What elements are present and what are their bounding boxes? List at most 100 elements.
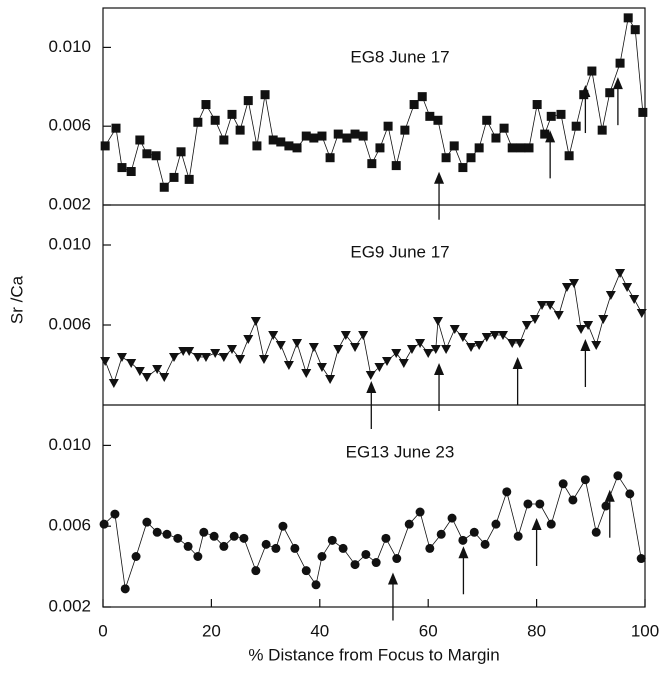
- y-tick-label: 0.006: [48, 116, 91, 135]
- marker: [176, 147, 186, 157]
- marker: [361, 549, 371, 559]
- marker: [497, 331, 508, 340]
- marker: [290, 543, 300, 553]
- marker: [371, 558, 381, 568]
- marker: [507, 143, 517, 153]
- marker: [597, 125, 607, 135]
- y-tick-label: 0.010: [48, 37, 91, 56]
- marker: [227, 109, 237, 119]
- marker: [545, 301, 556, 310]
- marker: [325, 375, 336, 384]
- marker: [271, 543, 281, 553]
- marker: [436, 529, 446, 539]
- marker: [350, 560, 360, 570]
- arrow-head: [387, 572, 398, 585]
- marker: [100, 141, 110, 151]
- marker: [406, 345, 417, 354]
- marker: [583, 321, 594, 330]
- marker: [571, 121, 581, 131]
- marker: [392, 554, 402, 564]
- marker: [184, 347, 195, 356]
- marker: [580, 475, 590, 485]
- marker: [283, 361, 294, 370]
- x-tick-label: 40: [310, 621, 329, 640]
- marker: [615, 58, 625, 68]
- arrow-head: [458, 546, 469, 559]
- marker: [469, 527, 479, 537]
- marker: [358, 331, 369, 340]
- marker: [466, 153, 476, 163]
- marker: [382, 357, 393, 366]
- marker: [365, 371, 376, 380]
- marker: [333, 345, 344, 354]
- marker: [564, 151, 574, 161]
- marker: [169, 172, 179, 182]
- marker: [116, 353, 127, 362]
- x-tick-label: 20: [202, 621, 221, 640]
- marker: [301, 131, 311, 141]
- marker: [630, 25, 640, 35]
- marker: [229, 531, 239, 541]
- marker: [623, 13, 633, 23]
- marker: [340, 331, 351, 340]
- panel-title: EG9 June 17: [350, 242, 449, 261]
- marker: [529, 315, 540, 324]
- marker: [568, 279, 579, 288]
- marker: [636, 309, 647, 318]
- marker: [292, 143, 302, 153]
- marker: [243, 96, 253, 106]
- arrow-head: [545, 130, 556, 143]
- marker: [193, 117, 203, 127]
- marker: [183, 541, 193, 551]
- marker: [638, 107, 648, 117]
- marker: [275, 341, 286, 350]
- marker: [276, 137, 286, 147]
- marker: [449, 325, 460, 334]
- marker: [430, 345, 441, 354]
- marker: [514, 339, 525, 348]
- panel-title: EG13 June 23: [346, 442, 455, 461]
- marker: [417, 92, 427, 102]
- marker: [100, 357, 111, 366]
- marker: [226, 345, 237, 354]
- marker: [278, 521, 288, 531]
- marker: [252, 141, 262, 151]
- marker: [350, 343, 361, 352]
- marker: [260, 90, 270, 100]
- marker: [502, 487, 512, 497]
- marker: [111, 123, 121, 133]
- marker: [142, 517, 152, 527]
- marker: [169, 353, 180, 362]
- marker: [327, 535, 337, 545]
- marker: [159, 373, 170, 382]
- marker: [235, 125, 245, 135]
- series-line: [103, 474, 642, 589]
- marker: [425, 543, 435, 553]
- marker: [120, 584, 130, 594]
- marker: [110, 509, 120, 519]
- marker: [587, 66, 597, 76]
- arrow-head: [580, 85, 591, 98]
- marker: [192, 353, 203, 362]
- marker: [457, 333, 468, 342]
- marker: [546, 519, 556, 529]
- x-tick-label: 60: [419, 621, 438, 640]
- marker: [162, 529, 172, 539]
- marker: [391, 161, 401, 171]
- marker: [474, 143, 484, 153]
- marker: [558, 479, 568, 489]
- marker: [622, 283, 633, 292]
- marker: [258, 355, 269, 364]
- plot-frame: [102, 7, 646, 608]
- marker: [415, 507, 425, 517]
- marker: [308, 343, 319, 352]
- marker: [350, 129, 360, 139]
- marker: [383, 121, 393, 131]
- marker: [521, 321, 532, 330]
- marker: [131, 552, 141, 561]
- marker: [425, 111, 435, 121]
- marker: [540, 129, 550, 139]
- marker: [546, 111, 556, 121]
- y-axis-label: Sr /Ca: [7, 275, 26, 324]
